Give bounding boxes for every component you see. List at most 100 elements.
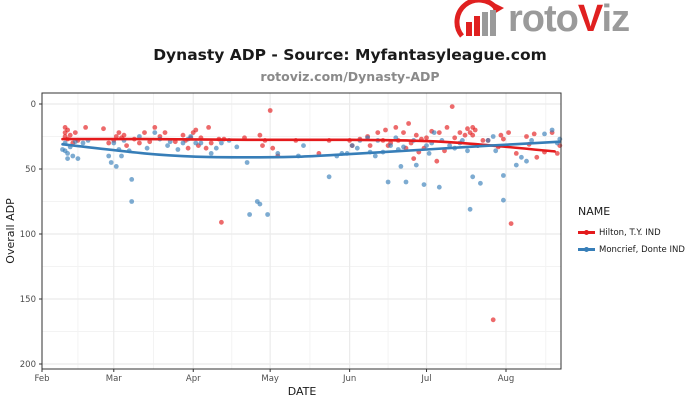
data-point — [206, 125, 212, 130]
data-point — [111, 140, 117, 146]
legend-key-blue — [578, 246, 595, 252]
data-point — [501, 173, 506, 178]
data-point — [275, 151, 281, 156]
data-point — [401, 144, 406, 150]
data-point — [383, 127, 388, 133]
data-point — [234, 144, 240, 150]
data-point — [180, 140, 186, 146]
data-point — [436, 130, 442, 136]
data-point — [257, 132, 263, 138]
data-point — [129, 199, 135, 204]
data-point — [193, 127, 199, 133]
data-point — [434, 158, 440, 164]
data-point — [465, 148, 470, 154]
data-point — [219, 140, 224, 146]
data-point — [301, 143, 306, 149]
logo-text-roto: roto — [508, 0, 579, 40]
data-point — [208, 151, 214, 156]
data-point — [267, 108, 273, 113]
data-point — [529, 138, 534, 143]
legend-label: Hilton, T.Y. IND — [599, 227, 661, 238]
data-point — [531, 131, 537, 137]
legend-title: NAME — [578, 205, 611, 218]
data-point — [257, 201, 263, 207]
x-tick-label: May — [261, 374, 279, 384]
data-point — [113, 134, 119, 139]
x-tick-label: Jul — [420, 374, 431, 384]
data-point — [398, 164, 404, 169]
legend-key-red — [578, 229, 595, 235]
data-point — [144, 145, 150, 151]
data-point — [401, 130, 406, 136]
y-tick-label: 100 — [20, 230, 36, 240]
data-point — [534, 154, 540, 160]
data-point — [393, 125, 399, 130]
y-tick-label: 0 — [31, 100, 36, 110]
x-axis-label: DATE — [288, 385, 317, 398]
data-point — [180, 132, 186, 138]
data-point — [152, 130, 158, 136]
data-point — [375, 130, 381, 136]
data-point — [519, 154, 524, 160]
x-tick-label: Mar — [106, 374, 123, 384]
data-point — [406, 121, 411, 126]
data-point — [72, 139, 78, 145]
data-point — [108, 160, 114, 165]
legend: NAME Hilton, T.Y. IND Moncrief, Donte IN… — [578, 205, 685, 258]
data-point — [188, 134, 194, 139]
data-point — [349, 143, 355, 149]
data-point — [219, 219, 224, 225]
data-point — [513, 162, 519, 168]
data-point — [431, 130, 437, 136]
data-point — [65, 151, 70, 156]
x-tick-label: Jun — [342, 374, 356, 384]
data-point — [413, 162, 419, 168]
data-point — [513, 151, 519, 156]
data-point — [260, 143, 265, 149]
rotoviz-logo — [452, 0, 642, 42]
data-point — [247, 212, 253, 217]
data-point — [121, 132, 127, 138]
data-point — [490, 134, 496, 139]
data-point — [549, 127, 555, 133]
plot-border — [41, 92, 562, 370]
logo-wordmark: rotoViz — [508, 0, 631, 40]
data-point — [72, 130, 78, 136]
trend-lines — [61, 137, 562, 159]
data-point — [75, 156, 81, 162]
data-point — [413, 132, 419, 138]
data-point — [137, 134, 142, 139]
bar-chart-logo-icon — [454, 0, 504, 38]
data-point — [457, 130, 463, 136]
data-point — [152, 125, 158, 130]
data-point — [388, 143, 393, 149]
data-point — [490, 317, 496, 323]
logo-text-iz: iz — [601, 0, 631, 40]
y-tick-label: 50 — [25, 165, 36, 175]
data-point — [485, 138, 491, 143]
data-point — [116, 130, 122, 136]
data-point — [129, 177, 135, 182]
data-point — [65, 156, 70, 162]
legend-item-moncrief[interactable]: Moncrief, Donte IND — [578, 241, 685, 258]
data-point — [385, 179, 391, 185]
y-tick-label: 150 — [20, 295, 36, 305]
data-point — [470, 132, 476, 138]
logo-text-v: V — [577, 0, 603, 40]
y-axis-label: Overall ADP — [4, 198, 17, 264]
y-tick-label: 200 — [20, 360, 36, 370]
data-point — [175, 147, 181, 152]
data-point — [411, 156, 417, 162]
chart-title: Dynasty ADP - Source: Myfantasyleague.co… — [153, 46, 547, 64]
data-point — [554, 151, 560, 156]
data-point — [467, 206, 473, 212]
data-point — [436, 184, 442, 190]
axes: Feb Mar Apr May Jun Jul Aug 0 50 100 150 200 — [20, 100, 515, 384]
data-point — [460, 138, 465, 143]
trend-line-hilton — [61, 137, 556, 153]
data-point — [119, 153, 124, 159]
data-point — [326, 174, 332, 180]
legend-item-hilton[interactable]: Hilton, T.Y. IND — [578, 224, 685, 241]
data-point — [70, 153, 76, 159]
